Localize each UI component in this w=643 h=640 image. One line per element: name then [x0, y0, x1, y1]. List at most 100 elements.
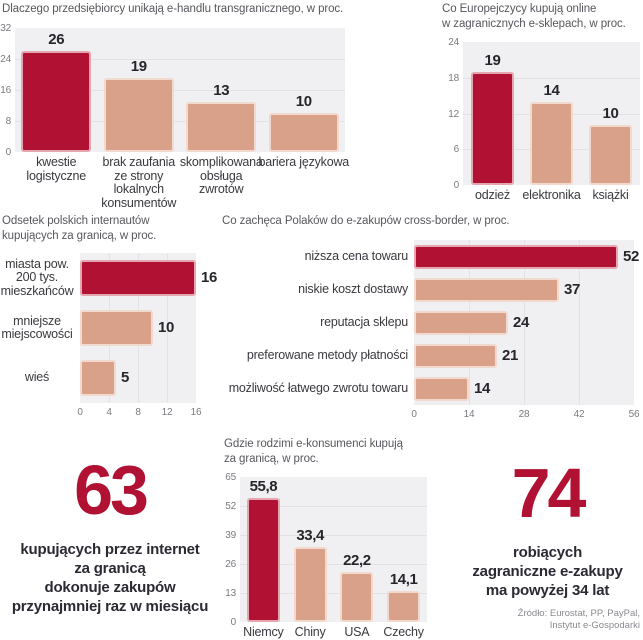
chart-title: Co Europejczycy kupują online w zagranic…: [442, 3, 626, 30]
value-label: 14: [474, 379, 490, 397]
category-label: Niemcy: [243, 625, 284, 639]
category-label: kwestie logistyczne: [26, 155, 87, 183]
chart-title: Odsetek polskich internautów kupujących …: [2, 215, 157, 242]
category-label: skomplikowana obsługa zwrotów: [179, 155, 263, 196]
axis-tick-label: 8: [135, 407, 141, 418]
value-label: 19: [484, 52, 501, 69]
category-label: preferowane metody płatności: [246, 347, 408, 362]
chart-why-merchants-avoid-crossborder: Dlaczego przedsiębiorcy unikają e-handlu…: [0, 0, 420, 212]
axis-tick-label: 0: [5, 147, 12, 158]
bar: [589, 125, 632, 185]
axis-tick-label: 39: [225, 530, 236, 541]
bar: [414, 310, 508, 335]
value-label: 22,2: [343, 552, 371, 569]
axis-tick-label: 24: [448, 37, 459, 48]
value-label: 55,8: [249, 478, 278, 495]
gridline: [463, 77, 640, 79]
category-label: książki: [592, 188, 629, 202]
axis-tick-label: 28: [518, 409, 530, 420]
axis-tick-label: 4: [106, 407, 112, 418]
axis-tick-label: 12: [161, 407, 173, 418]
gridline: [15, 121, 345, 122]
axis-tick-label: 16: [190, 407, 202, 418]
axis-tick-label: 52: [225, 501, 236, 512]
gridline: [167, 253, 168, 403]
value-label: 10: [602, 105, 619, 122]
bar: [21, 51, 92, 152]
value-label: 19: [130, 58, 147, 75]
category-label: USA: [344, 625, 370, 639]
value-label: 13: [213, 82, 230, 99]
bar: [80, 310, 153, 346]
bar: [387, 591, 421, 622]
value-label: 10: [158, 319, 174, 336]
gridline: [579, 240, 580, 405]
value-label: 33,4: [296, 527, 324, 544]
category-label: możliwość łatwego zwrotu towaru: [228, 380, 408, 395]
axis-tick-label: 56: [628, 409, 640, 420]
bar: [530, 102, 573, 185]
axis-tick-label: 0: [77, 407, 83, 418]
gridline: [240, 593, 427, 594]
bar: [471, 72, 514, 185]
value-label: 24: [513, 313, 529, 331]
chart-title: Dlaczego przedsiębiorcy unikają e-handlu…: [2, 3, 344, 15]
category-label: reputacja sklepu: [320, 314, 408, 329]
bar: [103, 78, 174, 152]
source-note: Źródło: Eurostat, PP, PayPal, Instytut e…: [517, 608, 640, 632]
bar: [414, 244, 618, 269]
bar: [80, 360, 116, 396]
axis-tick-label: 42: [573, 409, 585, 420]
bar: [268, 113, 339, 152]
bar: [414, 343, 497, 368]
chart-where-consumers-buy-abroad: Gdzie rodzimi e-konsumenci kupują za gra…: [222, 435, 450, 640]
axis-tick-label: 0: [453, 180, 460, 191]
category-label: niższa cena towaru: [304, 248, 409, 263]
value-label: 16: [201, 269, 217, 286]
chart-polish-internet-users-buying-abroad: Odsetek polskich internautów kupujących …: [0, 212, 226, 425]
axis-tick-label: 24: [0, 54, 11, 65]
gridline: [240, 535, 427, 536]
category-label: brak zaufania ze strony lokalnych konsum…: [101, 155, 177, 210]
value-label: 14: [543, 82, 560, 99]
value-label: 37: [564, 280, 580, 298]
bar: [186, 102, 257, 152]
value-label: 10: [295, 93, 312, 110]
axis-tick-label: 8: [5, 116, 12, 127]
bar: [293, 547, 327, 622]
bar: [414, 277, 559, 302]
big-number: 74: [511, 454, 587, 532]
category-label: Chiny: [294, 625, 326, 639]
axis-tick-label: 0: [411, 409, 417, 420]
category-label: miasta pow. 200 tys. mieszkańców: [0, 256, 74, 298]
gridline: [240, 506, 427, 507]
callout-text: robiących zagraniczne e-zakupy ma powyże…: [472, 543, 623, 599]
callout-monthly-buyers: 63 kupujących przez internet za granicą …: [0, 445, 220, 616]
axis-tick-label: 12: [448, 108, 459, 120]
chart-what-encourages-crossborder-shopping: Co zachęca Polaków do e-zakupów cross-bo…: [222, 212, 643, 425]
gridline: [240, 564, 427, 565]
gridline: [15, 90, 345, 91]
axis-tick-label: 65: [225, 472, 236, 483]
big-number: 63: [74, 451, 149, 529]
axis-tick-label: 18: [448, 72, 459, 84]
category-label: bariera językowa: [258, 155, 350, 169]
chart-title: Gdzie rodzimi e-konsumenci kupują za gra…: [224, 438, 403, 465]
callout-text: kupujących przez internet za granicą dok…: [11, 540, 209, 615]
category-label: elektronika: [522, 188, 581, 202]
bar: [246, 498, 280, 622]
value-label: 5: [121, 369, 129, 386]
value-label: 26: [48, 31, 65, 48]
category-label: odzież: [475, 188, 510, 202]
bar: [340, 572, 374, 622]
axis-tick-label: 13: [225, 588, 236, 599]
bar: [414, 376, 469, 401]
chart-title: Co zachęca Polaków do e-zakupów cross-bo…: [222, 215, 510, 227]
axis-tick-label: 32: [0, 23, 11, 34]
axis-tick-label: 6: [453, 144, 460, 156]
gridline: [524, 240, 525, 405]
axis-tick-label: 16: [0, 85, 11, 96]
category-label: mniejsze miejscowości: [1, 313, 73, 341]
axis-tick-label: 14: [463, 409, 475, 420]
